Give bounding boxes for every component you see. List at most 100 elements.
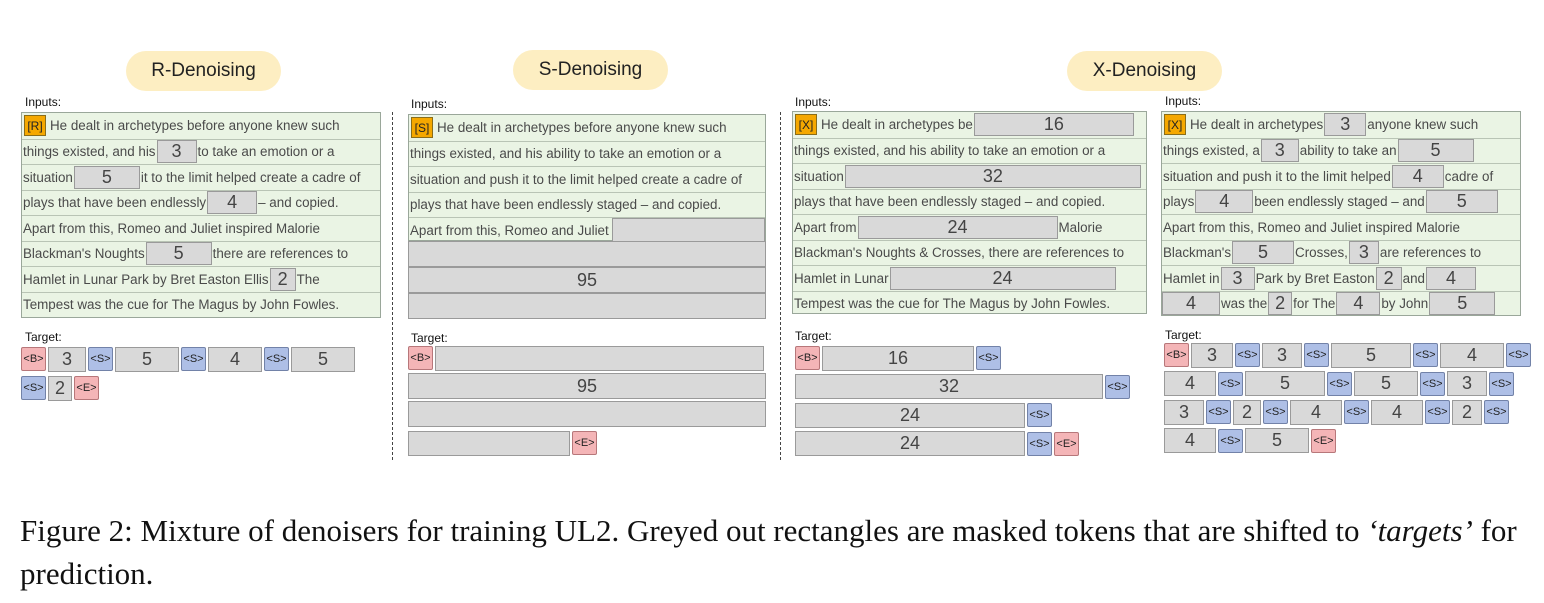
r-target-label: Target:: [25, 330, 62, 344]
input-text: to take an emotion or a: [197, 144, 335, 159]
masked-token: 4: [1336, 292, 1381, 315]
s-target-span: [408, 401, 766, 427]
input-text: Hamlet in Lunar: [794, 270, 889, 286]
x1-inputs-label: Inputs:: [795, 95, 832, 109]
sentinel-token: <S>: [1218, 428, 1243, 453]
input-text: things existed, and his: [23, 144, 156, 159]
masked-token: 3: [156, 140, 197, 163]
input-text: plays that have been endlessly: [23, 195, 207, 210]
input-text: there are references to: [212, 246, 349, 261]
input-text: The: [296, 271, 320, 287]
input-text: was the: [1221, 296, 1268, 311]
masked-token: 4: [1290, 399, 1342, 425]
caption-text: Figure 2: Mixture of denoisers for train…: [20, 513, 1368, 548]
input-text: by John: [1381, 296, 1429, 311]
input-text: things existed, and his ability to take …: [794, 143, 1106, 158]
input-row: Apart from this, Romeo and Juliet inspir…: [1162, 214, 1520, 239]
target-row: 3 <S> 2 <S> 4 <S> 4 <S> 2 <S>: [1164, 399, 1509, 425]
input-row: Blackman's 5 Crosses, 3 are references to: [1162, 239, 1520, 265]
input-text: things existed, a: [1163, 143, 1260, 158]
masked-token: 16: [822, 345, 974, 371]
input-text: Apart from this, Romeo and Juliet: [410, 222, 609, 238]
input-row: plays that have been endlessly 4– and cop…: [22, 189, 380, 215]
input-text: anyone knew such: [1367, 117, 1479, 132]
masked-token: 5: [1425, 190, 1498, 213]
masked-token: 4: [1440, 342, 1504, 368]
input-text: Park by Bret Easton: [1255, 270, 1375, 286]
target-row: <B> 3 <S> 3 <S> 5 <S> 4 <S>: [1164, 342, 1531, 368]
s-target-row: <E>: [408, 430, 597, 456]
x2-target-label: Target:: [1165, 328, 1202, 342]
input-text: situation and push it to the limit helpe…: [1163, 168, 1391, 184]
sentinel-token: <S>: [1425, 400, 1450, 424]
input-text: are references to: [1379, 245, 1482, 260]
masked-token: 3: [1260, 139, 1299, 162]
input-row: Blackman's Noughts & Crosses, there are …: [793, 239, 1146, 265]
x2-inputs-label: Inputs:: [1165, 94, 1202, 108]
input-row: things existed, a 3 ability to take an 5: [1162, 137, 1520, 163]
input-row: [X] He dealt in archetypes be 16: [793, 112, 1146, 137]
input-text: Hamlet in: [1163, 270, 1220, 286]
masked-token: 5: [291, 346, 355, 372]
input-row: plays that have been endlessly staged – …: [409, 191, 765, 217]
sentinel-token: <S>: [1413, 343, 1438, 367]
sentinel-token: <S>: [1344, 400, 1369, 424]
masked-token: 4: [1391, 164, 1444, 188]
sentinel-token: <S>: [1235, 343, 1260, 367]
x1-target-label: Target:: [795, 329, 832, 343]
input-row: 4 was the 2 for The 4 by John 5: [1162, 290, 1520, 316]
divider-dashed: [392, 112, 393, 460]
input-text: for The: [1293, 296, 1336, 311]
s-masked-span: 95: [408, 267, 766, 293]
r-denoising-title: R-Denoising: [126, 51, 281, 91]
input-row: Apart from this, Romeo and Juliet: [409, 217, 765, 242]
input-text: He dealt in archetypes be: [821, 117, 973, 132]
input-row: [S] He dealt in archetypes before anyone …: [409, 115, 765, 140]
input-row: situation and push it to the limit helpe…: [409, 166, 765, 191]
masked-token: 3: [1164, 399, 1204, 425]
sentinel-token: <S>: [21, 376, 46, 400]
masked-token: 5: [1354, 371, 1418, 396]
caption-emphasis: ‘targets’: [1367, 513, 1473, 548]
input-text: cadre of: [1444, 168, 1494, 184]
s-target-row: <B>: [408, 345, 764, 371]
masked-token: [408, 430, 570, 456]
input-row: things existed, and his ability to take …: [793, 137, 1146, 163]
masked-token: 24: [889, 266, 1116, 290]
target-row: <S> 2 <E>: [21, 375, 99, 401]
masked-token: 32: [795, 374, 1103, 399]
masked-token: 2: [1268, 292, 1293, 315]
target-row: <B> 16 <S>: [795, 345, 1001, 371]
input-row: Blackman's Noughts 5 there are references …: [22, 240, 380, 266]
input-row: Hamlet in Lunar 24: [793, 265, 1146, 290]
target-row: 4 <S> 5 <S> 5 <S> 3 <S>: [1164, 371, 1514, 397]
input-row: plays that have been endlessly staged – …: [793, 188, 1146, 214]
input-row: Apart from 24 Malorie: [793, 214, 1146, 239]
masked-token: 2: [1375, 266, 1402, 290]
target-row: <B> 3 <S> 5 <S> 4 <S> 5: [21, 346, 355, 372]
input-row: Tempest was the cue for The Magus by Joh…: [793, 290, 1146, 316]
input-text: it to the limit helped create a cadre of: [140, 169, 361, 185]
input-text: Hamlet in Lunar Park by Bret Easton Elli…: [23, 271, 269, 287]
sentinel-token: <S>: [88, 347, 113, 371]
input-text: Tempest was the cue for The Magus by Joh…: [23, 297, 340, 312]
input-row: situation 5 it to the limit helped create …: [22, 164, 380, 189]
end-token: <E>: [1311, 428, 1336, 453]
s-target-label: Target:: [411, 331, 448, 345]
input-text: plays that have been endlessly staged – …: [410, 197, 722, 212]
input-text: He dealt in archetypes before anyone kne…: [50, 118, 340, 133]
begin-token: <B>: [21, 347, 46, 371]
mode-token: [R]: [24, 115, 46, 136]
input-row: Apart from this, Romeo and Juliet inspir…: [22, 215, 380, 240]
input-row: situation 32: [793, 163, 1146, 188]
input-text: plays: [1163, 194, 1195, 209]
input-text: – and copied.: [258, 195, 339, 210]
input-text: Apart from this, Romeo and Juliet inspir…: [23, 220, 320, 236]
sentinel-token: <S>: [1027, 431, 1052, 456]
sentinel-token: <S>: [1484, 400, 1509, 424]
sentinel-token: <S>: [264, 347, 289, 371]
input-text: been endlessly staged – and: [1254, 194, 1425, 209]
masked-token: 4: [207, 191, 258, 214]
mode-token: [X]: [1164, 114, 1186, 135]
masked-token: 4: [1164, 428, 1216, 453]
